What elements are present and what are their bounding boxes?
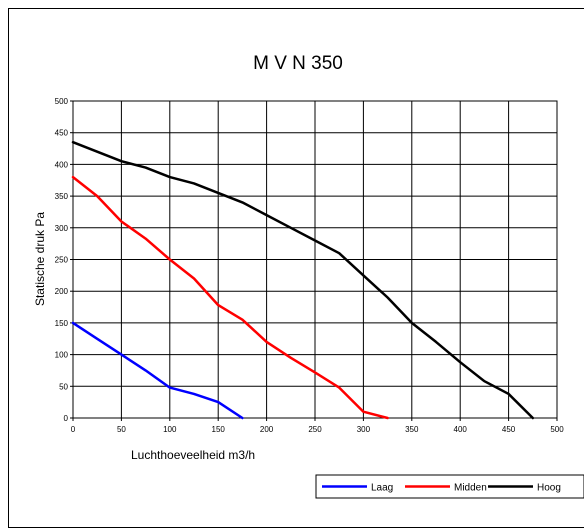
chart-title: M V N 350: [253, 53, 343, 74]
y-tick-label: 450: [55, 129, 69, 138]
series-lines: [71, 140, 535, 420]
y-axis-label: Statische druk Pa: [33, 212, 47, 306]
x-tick-label: 200: [260, 425, 274, 434]
x-tick-label: 350: [405, 425, 419, 434]
y-tick-labels: 0 50 100 150 200 250 300 350 400 450 500: [55, 97, 69, 423]
x-axis-label: Luchthoeveelheid m3/h: [131, 448, 255, 462]
series-line-laag: [71, 321, 244, 420]
legend-label-hoog: Hoog: [537, 483, 561, 494]
y-tick-label: 250: [55, 256, 69, 265]
line-chart: M V N 350 050100150200250300350400450500…: [33, 53, 584, 499]
x-tick-label: 50: [117, 425, 126, 434]
legend-label-laag: Laag: [371, 483, 393, 494]
y-tick-label: 400: [55, 160, 69, 169]
y-tick-label: 500: [55, 97, 69, 106]
x-tick-label: 250: [308, 425, 322, 434]
series-line-hoog: [71, 140, 535, 420]
grid: [70, 100, 558, 421]
y-tick-label: 350: [55, 192, 69, 201]
x-tick-label: 500: [550, 425, 564, 434]
x-tick-label: 150: [212, 425, 226, 434]
series-line-midden: [71, 175, 389, 420]
x-tick-label: 400: [454, 425, 468, 434]
y-tick-label: 200: [55, 287, 69, 296]
legend: Laag Midden Hoog: [315, 474, 584, 499]
y-tick-label: 0: [64, 414, 69, 423]
y-tick-label: 300: [55, 224, 69, 233]
y-tick-label: 150: [55, 319, 69, 328]
x-tick-label: 300: [357, 425, 371, 434]
y-tick-label: 100: [55, 351, 69, 360]
x-tick-label: 0: [71, 425, 76, 434]
x-tick-labels: 0 50 100 150 200 250 300 350 400 450 500: [71, 425, 564, 434]
legend-label-midden: Midden: [454, 483, 487, 494]
x-tick-label: 100: [163, 425, 177, 434]
x-tick-label: 450: [502, 425, 516, 434]
y-tick-label: 50: [59, 382, 68, 391]
